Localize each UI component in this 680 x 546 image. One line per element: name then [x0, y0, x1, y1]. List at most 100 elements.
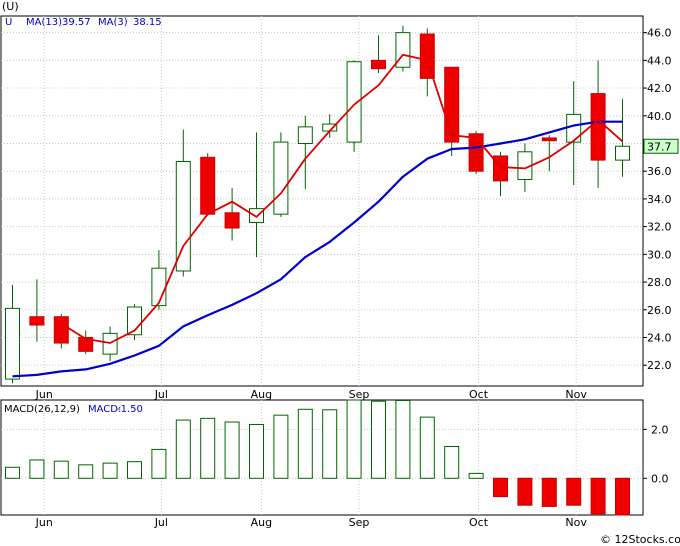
ticker-mark: U [5, 17, 12, 28]
candle-body-down [493, 155, 508, 182]
price-grid [1, 16, 643, 386]
ma3-line [60, 53, 624, 344]
candle-body-up [297, 126, 313, 144]
candle-body-down [29, 316, 45, 326]
candle [371, 35, 386, 73]
candle-body-up [175, 161, 191, 272]
macd-bar-positive [224, 421, 240, 479]
macd-bars [5, 399, 630, 516]
candle [541, 135, 557, 172]
macd-month-label: Nov [565, 516, 587, 529]
price-panel-frame [0, 15, 644, 387]
macd-bar-positive [273, 414, 289, 479]
macd-month-label: Oct [469, 516, 489, 529]
candle [5, 284, 20, 384]
price-month-label: Jun [35, 388, 53, 401]
candle-body-up [615, 145, 630, 161]
candle [273, 132, 289, 217]
price-ma-lines [12, 53, 624, 378]
candle [53, 313, 69, 349]
candle-body-down [200, 156, 216, 215]
macd-x-axis: Jun Jul Aug Sep Oct Nov [35, 516, 588, 529]
candle-body-down [371, 59, 386, 70]
price-month-label: Aug [251, 388, 272, 401]
candle [395, 25, 411, 72]
last-price-marker: 37.7 [643, 138, 679, 154]
macd-bar-positive [419, 416, 435, 479]
macd-bar-positive [151, 448, 167, 479]
price-y-axis: 22.024.026.028.030.032.034.036.038.040.0… [643, 27, 672, 372]
candle-body-down [53, 316, 69, 344]
ma13-legend-value: 39.57 [62, 17, 91, 28]
candle-body-down [468, 133, 484, 172]
candle [615, 99, 630, 177]
price-month-label: Nov [565, 388, 587, 401]
symbol-title: (U) [2, 0, 19, 13]
macd-bar-positive [249, 423, 264, 479]
price-month-label: Sep [349, 388, 370, 401]
ma13-legend-name: MA(13) [26, 17, 62, 28]
price-tick-label: 46.0 [647, 27, 672, 40]
price-x-axis: Jun Jul Aug Sep Oct Nov [35, 388, 588, 401]
macd-bar-positive [102, 462, 118, 479]
macd-bar-negative [541, 477, 557, 507]
macd-bar-positive [322, 409, 338, 479]
macd-bar-positive [29, 459, 45, 479]
macd-bar-negative [615, 477, 630, 516]
macd-bar-positive [395, 399, 411, 479]
macd-bar-positive [200, 417, 216, 479]
price-tick-label: 22.0 [647, 359, 672, 372]
macd-bar-positive [444, 445, 460, 479]
candle-body-down [224, 212, 240, 229]
macd-bar-negative [493, 477, 508, 498]
price-tick-label: 32.0 [647, 221, 672, 234]
candle-body-up [566, 113, 582, 143]
price-tick-label: 30.0 [647, 248, 672, 261]
candle [78, 330, 94, 355]
candle [200, 153, 216, 216]
macd-month-label: Jun [35, 516, 53, 529]
macd-bar-positive [371, 400, 386, 479]
ma3-legend-value: 38.15 [133, 17, 162, 28]
candle [346, 60, 362, 152]
candle-body-up [273, 141, 289, 215]
candle [127, 304, 142, 341]
candle [566, 81, 582, 186]
price-tick-label: 34.0 [647, 193, 672, 206]
price-month-label: Oct [469, 388, 489, 401]
candle [29, 279, 45, 342]
candle-body-down [419, 33, 435, 79]
candle [175, 129, 191, 277]
macd-bar-positive [127, 461, 142, 479]
ma13-line [12, 120, 623, 378]
macd-bar-negative [517, 477, 533, 506]
macd-month-label: Jul [154, 516, 168, 529]
candle-body-down [78, 336, 94, 352]
macd-bar-positive [5, 466, 20, 479]
price-month-label: Jul [154, 388, 168, 401]
ma3-legend-name: MA(3) [98, 17, 128, 28]
macd-series-value: -1.50 [117, 404, 143, 415]
price-tick-label: 44.0 [647, 54, 672, 67]
macd-month-label: Aug [251, 516, 272, 529]
candle-body-up [151, 267, 167, 307]
macd-panel-frame [0, 399, 644, 516]
price-tick-label: 24.0 [647, 331, 672, 344]
price-tick-label: 26.0 [647, 304, 672, 317]
macd-bar-positive [53, 460, 69, 479]
price-tick-label: 42.0 [647, 82, 672, 95]
macd-bar-positive [468, 472, 484, 479]
macd-bar-positive [297, 408, 313, 479]
macd-series-label: MACD: [88, 404, 121, 415]
macd-bar-negative [566, 477, 582, 506]
candle [224, 187, 240, 241]
macd-title: MACD(26,12,9) [4, 404, 80, 415]
price-tick-label: 36.0 [647, 165, 672, 178]
macd-tick-label: 0.0 [651, 472, 669, 485]
macd-month-label: Sep [349, 516, 370, 529]
price-tick-label: 28.0 [647, 276, 672, 289]
candle-body-up [249, 208, 264, 223]
footer-copyright: © 12Stocks.com [600, 533, 680, 546]
candle-body-up [5, 307, 20, 380]
